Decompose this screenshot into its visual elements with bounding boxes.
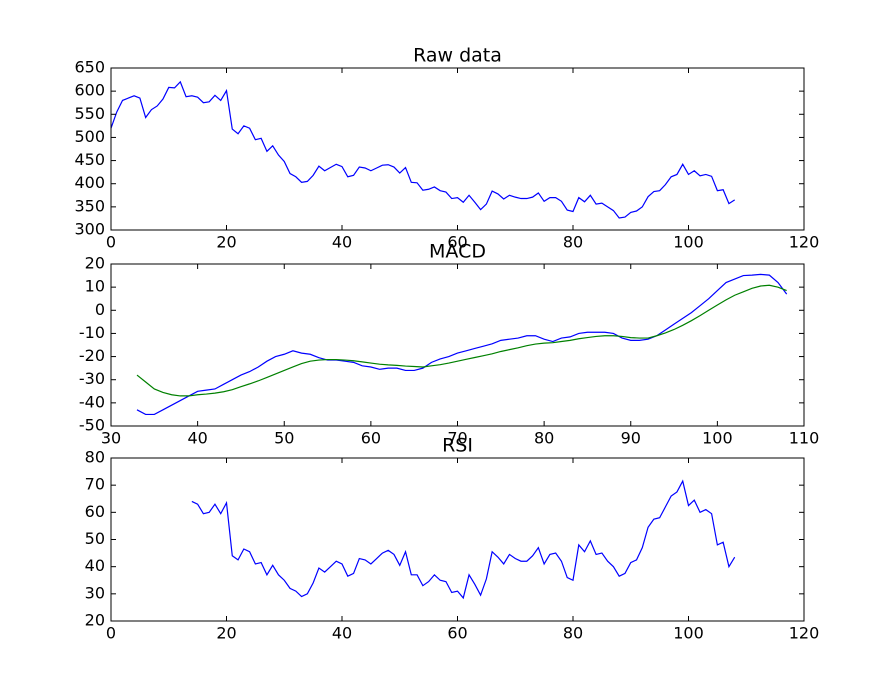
- x-tick-label: 100: [673, 233, 704, 252]
- y-tick-label: 550: [74, 104, 105, 123]
- subplot: MACD -50 -40 -30 -20 -10 0 10 20 30 40 50 60 70 80 90 10…: [79, 241, 819, 448]
- y-tick-label: 300: [74, 220, 105, 239]
- x-tick-label: 60: [361, 429, 381, 448]
- y-tick-label: 600: [74, 81, 105, 100]
- data-line: [191, 479, 736, 600]
- x-tick-label: 70: [447, 429, 467, 448]
- y-tick-label: 400: [74, 173, 105, 192]
- x-tick-label: 110: [789, 429, 820, 448]
- data-line: [136, 284, 787, 397]
- y-tick-label: 60: [85, 502, 105, 521]
- y-tick-label: 80: [85, 448, 105, 467]
- axes-frame: [110, 457, 805, 622]
- x-tick-label: 100: [673, 624, 704, 643]
- y-tick-label: 70: [85, 475, 105, 494]
- y-tick-label: 0: [95, 300, 105, 319]
- y-tick-label: 350: [74, 196, 105, 215]
- x-tick-label: 80: [563, 624, 583, 643]
- x-tick-label: 60: [447, 233, 467, 252]
- x-tick-label: 20: [216, 233, 236, 252]
- y-tick-label: 20: [85, 611, 105, 630]
- subplot: Raw data 300 350 400 450 500 550 600 650 0 20 40 60 8…: [74, 45, 819, 252]
- x-tick-label: 90: [621, 429, 641, 448]
- y-tick-label: 450: [74, 150, 105, 169]
- y-tick-label: 650: [74, 58, 105, 77]
- x-tick-label: 100: [702, 429, 733, 448]
- y-tick-label: 10: [85, 277, 105, 296]
- x-tick-label: 40: [332, 233, 352, 252]
- x-tick-label: 0: [106, 233, 116, 252]
- x-tick-label: 40: [187, 429, 207, 448]
- axes-frame: [110, 263, 805, 427]
- data-line: [110, 80, 736, 219]
- x-tick-label: 30: [101, 429, 121, 448]
- x-tick-label: 0: [106, 624, 116, 643]
- x-tick-label: 60: [447, 624, 467, 643]
- subplot-title: RSI: [442, 435, 473, 457]
- x-tick-label: 80: [534, 429, 554, 448]
- y-tick-label: 40: [85, 556, 105, 575]
- x-tick-label: 80: [563, 233, 583, 252]
- subplot-title: Raw data: [413, 45, 502, 67]
- y-tick-label: -50: [79, 416, 105, 435]
- y-tick-label: 50: [85, 529, 105, 548]
- x-tick-label: 120: [789, 233, 820, 252]
- y-tick-label: 500: [74, 127, 105, 146]
- y-tick-label: -10: [79, 323, 105, 342]
- y-tick-label: -30: [79, 369, 105, 388]
- subplot-title: MACD: [429, 241, 486, 263]
- axes-frame: [110, 67, 805, 231]
- data-line: [136, 273, 788, 416]
- x-tick-label: 20: [216, 624, 236, 643]
- y-tick-label: -20: [79, 346, 105, 365]
- x-tick-label: 50: [274, 429, 294, 448]
- x-tick-label: 40: [332, 624, 352, 643]
- x-tick-label: 120: [789, 624, 820, 643]
- y-tick-label: 20: [85, 254, 105, 273]
- y-tick-label: -40: [79, 392, 105, 411]
- y-tick-label: 30: [85, 583, 105, 602]
